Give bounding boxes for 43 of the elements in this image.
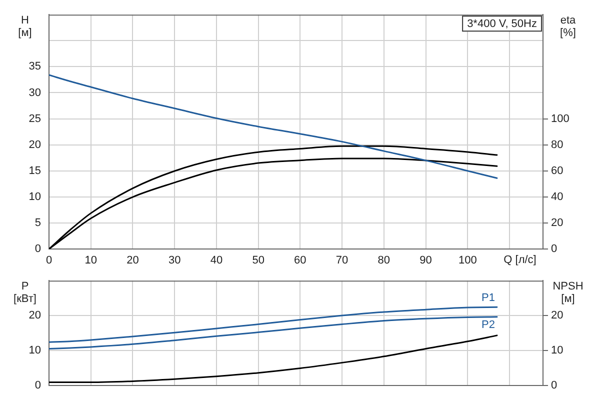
y2-tick-label: 40 — [551, 190, 564, 203]
x-tick-label: 30 — [168, 254, 181, 267]
x-tick-label: 80 — [378, 254, 390, 267]
y2-tick-label: 0 — [551, 379, 558, 392]
y-axis-title: P [кВт] — [14, 280, 36, 306]
annotation: 3*400 V, 50Hz — [467, 18, 537, 30]
y-tick-label: 5 — [34, 216, 41, 229]
x-tick-label: 60 — [294, 254, 306, 267]
line-series — [49, 316, 498, 350]
y-tick-label: 30 — [28, 86, 41, 99]
x-tick-label: 100 — [458, 254, 477, 267]
y-tick-label: 20 — [28, 310, 41, 322]
line-series — [49, 74, 498, 179]
x-tick-label: 0 — [46, 254, 52, 267]
x-axis-title: Q [л/с] — [504, 254, 536, 266]
y2-tick-label: 60 — [551, 164, 564, 177]
y2-tick-label: 20 — [551, 310, 564, 322]
line-series — [49, 334, 498, 384]
x-tick-label: 90 — [420, 254, 432, 267]
y-tick-label: 0 — [34, 243, 41, 256]
x-tick-label: 70 — [336, 254, 348, 267]
y-axis-title: H [м] — [18, 14, 32, 40]
y2-tick-label: 20 — [551, 216, 564, 229]
y2-axis-title: NPSH [м] — [552, 280, 584, 306]
series-label: P1 — [481, 292, 495, 304]
y2-tick-label: 0 — [551, 243, 558, 256]
y-tick-label: 35 — [28, 60, 41, 73]
y-tick-label: 15 — [28, 164, 41, 177]
y2-tick-label: 80 — [551, 138, 564, 151]
series-label: P2 — [481, 318, 495, 331]
y-tick-label: 0 — [34, 379, 41, 392]
y2-axis-title: eta [%] — [560, 14, 577, 40]
y2-tick-label: 10 — [551, 344, 564, 356]
line-series — [49, 306, 498, 343]
y2-tick-label: 100 — [551, 112, 570, 125]
x-tick-label: 50 — [252, 254, 264, 267]
y-tick-label: 10 — [28, 344, 41, 356]
x-tick-label: 40 — [210, 254, 223, 267]
y-tick-label: 20 — [28, 138, 41, 151]
x-tick-label: 20 — [126, 254, 139, 267]
y-tick-label: 25 — [28, 112, 41, 125]
x-tick-label: 10 — [84, 254, 97, 267]
y-tick-label: 10 — [28, 190, 41, 203]
